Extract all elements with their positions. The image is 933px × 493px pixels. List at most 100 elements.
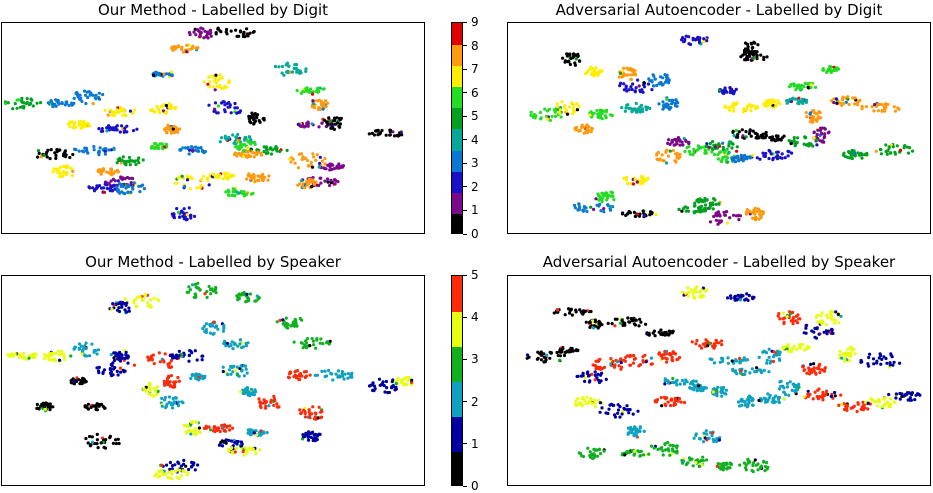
- cluster-4: [186, 282, 218, 299]
- data-point: [647, 83, 650, 86]
- cluster-2: [97, 124, 138, 134]
- data-point: [110, 308, 113, 311]
- cluster-22: [296, 86, 326, 95]
- data-point: [231, 365, 234, 368]
- data-point: [787, 394, 790, 397]
- data-point: [752, 296, 755, 299]
- data-point: [724, 214, 727, 217]
- cluster-7: [70, 376, 88, 385]
- data-point: [622, 177, 625, 180]
- data-point: [329, 372, 332, 375]
- cluster-23: [830, 95, 862, 107]
- data-point: [131, 187, 134, 190]
- data-point: [96, 438, 99, 441]
- data-point: [111, 114, 114, 117]
- data-point: [551, 115, 554, 118]
- cluster-38: [709, 210, 742, 226]
- data-point: [687, 145, 690, 148]
- data-point: [853, 405, 856, 408]
- data-point: [733, 91, 736, 94]
- data-point: [652, 84, 655, 87]
- data-point: [298, 374, 301, 377]
- data-point: [824, 128, 827, 131]
- panel-title-our-speaker: Our Method - Labelled by Speaker: [85, 253, 341, 271]
- data-point: [879, 352, 882, 355]
- colorbar-tick: [463, 45, 467, 46]
- data-point: [225, 32, 228, 35]
- data-point: [84, 437, 87, 440]
- data-point: [556, 105, 559, 108]
- data-point: [548, 108, 551, 111]
- data-point: [786, 385, 789, 388]
- data-point: [178, 215, 181, 218]
- data-point: [119, 302, 122, 305]
- data-point: [680, 459, 683, 462]
- scatter-plot-our-digit: [2, 23, 425, 234]
- data-point: [732, 110, 735, 113]
- data-point: [622, 82, 625, 85]
- data-point: [199, 186, 202, 189]
- data-point: [383, 390, 386, 393]
- data-point: [600, 197, 603, 200]
- data-point: [117, 373, 120, 376]
- data-point: [318, 406, 321, 409]
- cluster-9: [35, 401, 54, 412]
- cluster-1: [73, 90, 105, 106]
- data-point: [249, 448, 252, 451]
- colorbar-segment: [452, 87, 462, 109]
- data-point: [715, 219, 718, 222]
- data-point: [326, 340, 329, 343]
- data-point: [249, 121, 252, 124]
- data-point: [556, 102, 559, 105]
- data-point: [894, 396, 897, 399]
- data-point: [592, 326, 595, 329]
- data-point: [128, 160, 131, 163]
- data-point: [576, 208, 579, 211]
- data-point: [153, 142, 156, 145]
- data-point: [215, 175, 218, 178]
- data-point: [867, 356, 870, 359]
- data-point: [170, 470, 173, 473]
- data-point: [259, 152, 262, 155]
- data-point: [119, 371, 122, 374]
- data-point: [779, 156, 782, 159]
- data-point: [164, 406, 167, 409]
- data-point: [671, 99, 674, 102]
- data-point: [628, 451, 631, 454]
- data-point: [219, 73, 222, 76]
- data-point: [180, 48, 183, 51]
- data-point: [656, 448, 659, 451]
- data-point: [568, 312, 571, 315]
- data-point: [732, 159, 735, 162]
- data-point: [117, 170, 120, 173]
- data-point: [704, 203, 707, 206]
- data-point: [104, 438, 107, 441]
- data-point: [239, 30, 242, 33]
- data-point: [625, 408, 628, 411]
- data-point: [701, 200, 704, 203]
- data-point: [878, 400, 881, 403]
- data-point: [663, 73, 666, 76]
- data-point: [166, 127, 169, 130]
- data-point: [839, 350, 842, 353]
- data-point: [89, 94, 92, 97]
- data-point: [599, 401, 602, 404]
- data-point: [47, 405, 50, 408]
- cluster-15: [203, 73, 231, 91]
- cluster-18: [711, 386, 728, 398]
- data-point: [68, 156, 71, 159]
- data-point: [119, 106, 122, 109]
- data-point: [686, 286, 689, 289]
- data-point: [206, 31, 209, 34]
- cluster-16: [222, 364, 249, 378]
- data-point: [821, 69, 824, 72]
- data-point: [149, 386, 152, 389]
- data-point: [222, 366, 225, 369]
- data-point: [71, 170, 74, 173]
- data-point: [751, 464, 754, 467]
- data-point: [215, 324, 218, 327]
- data-point: [259, 434, 262, 437]
- data-point: [350, 372, 353, 375]
- data-point: [246, 33, 249, 36]
- data-point: [117, 179, 120, 182]
